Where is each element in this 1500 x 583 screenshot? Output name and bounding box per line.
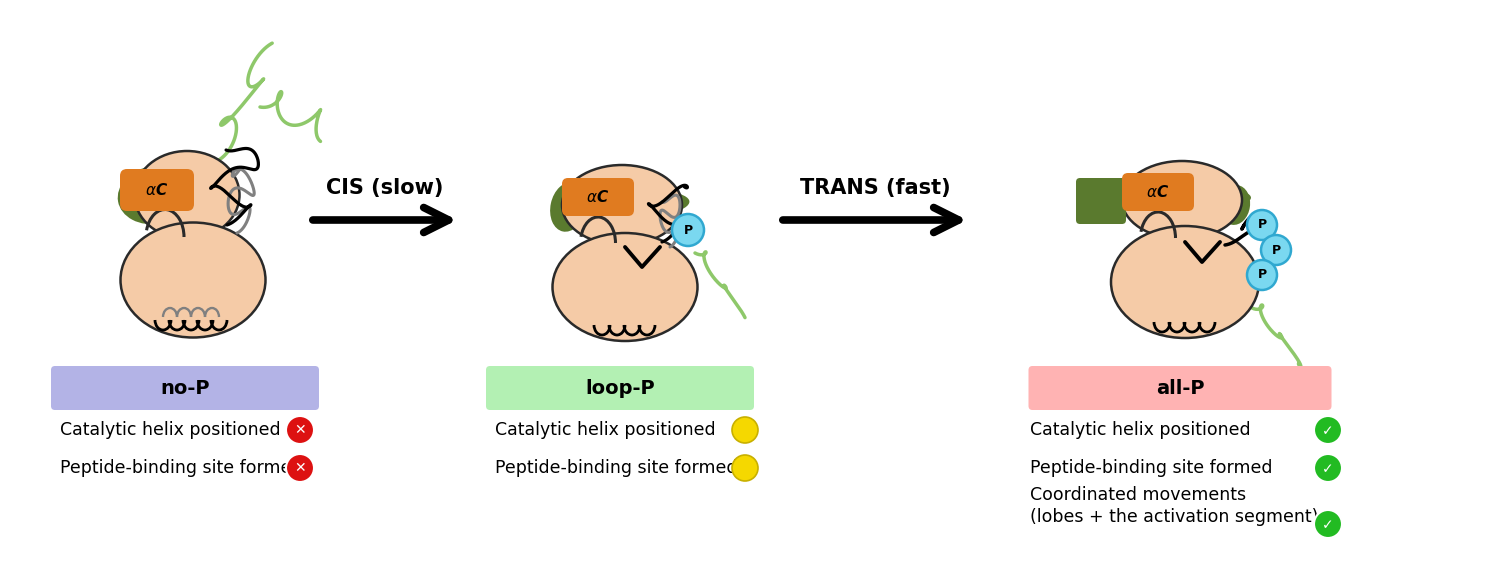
Circle shape bbox=[1246, 260, 1276, 290]
Text: ✓: ✓ bbox=[1322, 462, 1334, 476]
FancyBboxPatch shape bbox=[562, 178, 634, 216]
Text: ✕: ✕ bbox=[294, 461, 306, 475]
Text: P: P bbox=[1272, 244, 1281, 257]
Text: $\alpha$C: $\alpha$C bbox=[1146, 184, 1170, 200]
Text: P: P bbox=[1257, 269, 1266, 282]
Circle shape bbox=[1262, 235, 1292, 265]
Ellipse shape bbox=[120, 223, 266, 338]
Text: $\alpha$C: $\alpha$C bbox=[146, 182, 168, 198]
Text: Peptide-binding site formed: Peptide-binding site formed bbox=[60, 459, 303, 477]
Text: Peptide-binding site formed: Peptide-binding site formed bbox=[1030, 459, 1272, 477]
Text: ✓: ✓ bbox=[1322, 424, 1334, 438]
Ellipse shape bbox=[550, 182, 586, 231]
Circle shape bbox=[1314, 416, 1342, 444]
Text: loop-P: loop-P bbox=[585, 378, 656, 398]
Ellipse shape bbox=[1122, 161, 1242, 239]
Text: CIS (slow): CIS (slow) bbox=[327, 178, 444, 198]
Text: TRANS (fast): TRANS (fast) bbox=[800, 178, 951, 198]
Text: Catalytic helix positioned: Catalytic helix positioned bbox=[495, 421, 716, 439]
Ellipse shape bbox=[562, 165, 682, 245]
FancyBboxPatch shape bbox=[1076, 178, 1126, 224]
Ellipse shape bbox=[123, 189, 152, 211]
Text: P: P bbox=[684, 223, 693, 237]
Text: all-P: all-P bbox=[1155, 378, 1204, 398]
Text: $\alpha$C: $\alpha$C bbox=[586, 189, 609, 205]
Text: ✕: ✕ bbox=[294, 423, 306, 437]
Text: Peptide-binding site formed: Peptide-binding site formed bbox=[495, 459, 738, 477]
Ellipse shape bbox=[1113, 186, 1251, 214]
Circle shape bbox=[732, 455, 758, 481]
Text: ✓: ✓ bbox=[1322, 518, 1334, 532]
Circle shape bbox=[286, 454, 314, 482]
FancyBboxPatch shape bbox=[51, 366, 320, 410]
FancyBboxPatch shape bbox=[1122, 173, 1194, 211]
Circle shape bbox=[732, 417, 758, 443]
Circle shape bbox=[672, 214, 704, 246]
Ellipse shape bbox=[117, 166, 192, 224]
Ellipse shape bbox=[552, 233, 698, 341]
Text: Catalytic helix positioned: Catalytic helix positioned bbox=[1030, 421, 1251, 439]
Text: no-P: no-P bbox=[160, 378, 210, 398]
Text: Coordinated movements
(lobes + the activation segment): Coordinated movements (lobes + the activ… bbox=[1030, 486, 1318, 526]
FancyBboxPatch shape bbox=[1029, 366, 1332, 410]
FancyBboxPatch shape bbox=[120, 169, 194, 211]
Text: P: P bbox=[1257, 219, 1266, 231]
Text: Catalytic helix positioned: Catalytic helix positioned bbox=[60, 421, 280, 439]
Circle shape bbox=[1314, 510, 1342, 538]
Ellipse shape bbox=[135, 151, 240, 239]
Ellipse shape bbox=[1220, 185, 1250, 225]
Circle shape bbox=[286, 416, 314, 444]
Circle shape bbox=[1314, 454, 1342, 482]
Ellipse shape bbox=[555, 189, 690, 222]
FancyBboxPatch shape bbox=[486, 366, 754, 410]
Ellipse shape bbox=[1112, 226, 1258, 338]
Circle shape bbox=[1246, 210, 1276, 240]
